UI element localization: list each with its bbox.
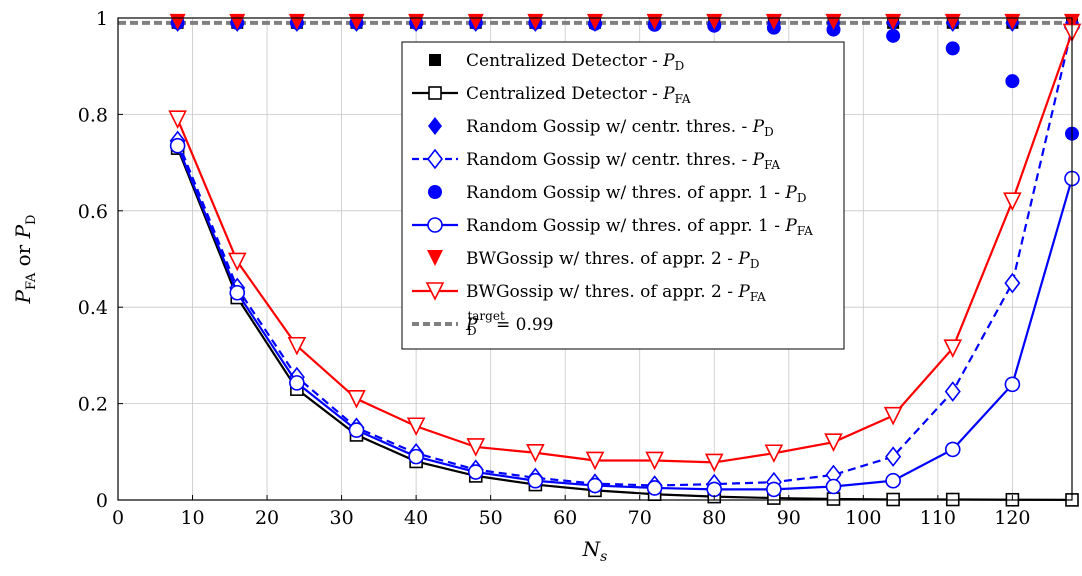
y-axis-symbol-1: P xyxy=(11,289,35,304)
x-tick-label-9: 90 xyxy=(777,507,801,529)
x-tick-label-7: 70 xyxy=(628,507,652,529)
legend-marker-2 xyxy=(428,117,442,135)
series-5-point-3 xyxy=(348,422,365,438)
series-4-point-14 xyxy=(1005,74,1020,89)
series-7-point-1 xyxy=(227,252,247,272)
series-5-point-14 xyxy=(1004,376,1021,393)
series-5-point-2 xyxy=(289,375,305,391)
legend-marker-7 xyxy=(425,282,445,301)
legend-label-target: Ptarget D = 0.99 xyxy=(465,309,554,338)
series-7-point-10 xyxy=(764,444,784,464)
series-5-point-10 xyxy=(766,481,782,498)
series-5-point-7 xyxy=(587,477,603,494)
y-axis-or: or xyxy=(11,238,35,272)
series-7-point-5 xyxy=(466,438,486,457)
series-3-point-12 xyxy=(885,446,902,467)
legend-marker-1 xyxy=(428,86,442,100)
x-tick-label-2: 20 xyxy=(255,507,279,529)
y-axis-sub-2: D xyxy=(24,215,39,225)
y-axis-sub-1: FA xyxy=(24,272,39,290)
series-5-point-6 xyxy=(527,472,544,489)
y-tick-label-1: 0.2 xyxy=(78,394,108,416)
series-5-point-0 xyxy=(169,137,186,154)
series-5-point-12 xyxy=(885,472,901,489)
x-tick-label-5: 50 xyxy=(479,507,503,529)
series-7-point-9 xyxy=(704,453,724,473)
series-1-point-11 xyxy=(826,492,841,506)
series-5 xyxy=(169,137,1080,498)
legend-label-3: Random Gossip w/ centr. thres. - PFA xyxy=(466,150,780,172)
legend-label-4: Random Gossip w/ thres. of appr. 1 - PD xyxy=(466,183,806,205)
x-axis-ticks: 0 10 20 30 40 50 60 70 80 90 100 110 120 xyxy=(112,495,1031,529)
series-7-point-4 xyxy=(406,417,426,437)
series-3-line xyxy=(176,27,1074,487)
x-tick-label-12: 120 xyxy=(994,507,1030,529)
series-3-point-14 xyxy=(1004,272,1021,294)
series-5-line xyxy=(176,145,1074,491)
legend-label-0: Centralized Detector - PD xyxy=(466,51,684,73)
legend-label-1: Centralized Detector - PFA xyxy=(466,84,691,106)
series-7-point-7 xyxy=(585,451,605,471)
x-tick-label-8: 80 xyxy=(702,507,726,529)
x-axis-symbol: N xyxy=(582,537,602,561)
series-5-point-4 xyxy=(408,448,424,465)
x-tick-label-10: 100 xyxy=(845,507,881,529)
legend-marker-0 xyxy=(429,54,441,66)
series-7 xyxy=(168,23,1082,473)
y-tick-label-4: 0.8 xyxy=(78,104,108,126)
legend-label-7: BWGossip w/ thres. of appr. 2 - PFA xyxy=(466,282,766,304)
series-3-point-13 xyxy=(944,381,961,402)
series-5-point-13 xyxy=(944,441,961,458)
series-7-point-2 xyxy=(287,336,307,356)
plot-frame xyxy=(117,17,1073,501)
x-tick-label-1: 10 xyxy=(180,507,204,529)
y-axis-ticks: 0 0.2 0.4 0.6 0.8 1 xyxy=(78,8,123,512)
series-7-point-3 xyxy=(347,389,366,409)
series-7-point-11 xyxy=(824,433,843,452)
x-tick-label-0: 0 xyxy=(112,507,124,529)
series-7-point-14 xyxy=(1003,192,1022,211)
x-tick-label-3: 30 xyxy=(330,507,354,529)
y-tick-label-0: 0 xyxy=(96,490,108,512)
series-7-point-6 xyxy=(526,443,545,463)
y-tick-label-2: 0.4 xyxy=(78,297,108,319)
x-axis-subscript: s xyxy=(600,549,607,565)
series-5-point-5 xyxy=(467,464,484,480)
legend-label-5: Random Gossip w/ thres. of appr. 1 - PFA xyxy=(466,216,813,238)
series-7-point-13 xyxy=(943,339,963,358)
legend-label-6: BWGossip w/ thres. of appr. 2 - PD xyxy=(466,249,759,271)
series-5-point-11 xyxy=(825,478,842,495)
series-7-point-8 xyxy=(645,451,664,471)
legend-marker-5 xyxy=(427,217,443,233)
legend-box xyxy=(401,41,845,350)
series-4-point-12 xyxy=(886,28,901,43)
y-axis-title: PFA or PD xyxy=(11,215,39,305)
x-tick-label-6: 60 xyxy=(553,507,577,529)
x-tick-label-11: 110 xyxy=(920,507,956,529)
series-7-line xyxy=(176,32,1074,464)
legend-label-2: Random Gossip w/ centr. thres. - PD xyxy=(466,117,774,139)
legend: Centralized Detector - PD Centralized Det… xyxy=(401,41,845,350)
series-5-point-1 xyxy=(229,284,246,301)
y-axis-symbol-2: P xyxy=(11,224,35,239)
x-axis-title: Ns xyxy=(582,537,608,565)
legend-marker-6 xyxy=(427,250,443,266)
series-5-point-9 xyxy=(706,481,723,498)
legend-marker-3 xyxy=(426,148,444,170)
series-4-point-13 xyxy=(945,41,960,56)
series-5-point-8 xyxy=(646,480,663,496)
y-tick-label-3: 0.6 xyxy=(78,201,108,223)
legend-marker-4 xyxy=(428,185,442,199)
x-tick-label-4: 40 xyxy=(404,507,428,529)
series-7-point-12 xyxy=(883,406,903,426)
series-7-point-0 xyxy=(168,110,187,130)
y-tick-label-5: 1 xyxy=(96,8,108,30)
